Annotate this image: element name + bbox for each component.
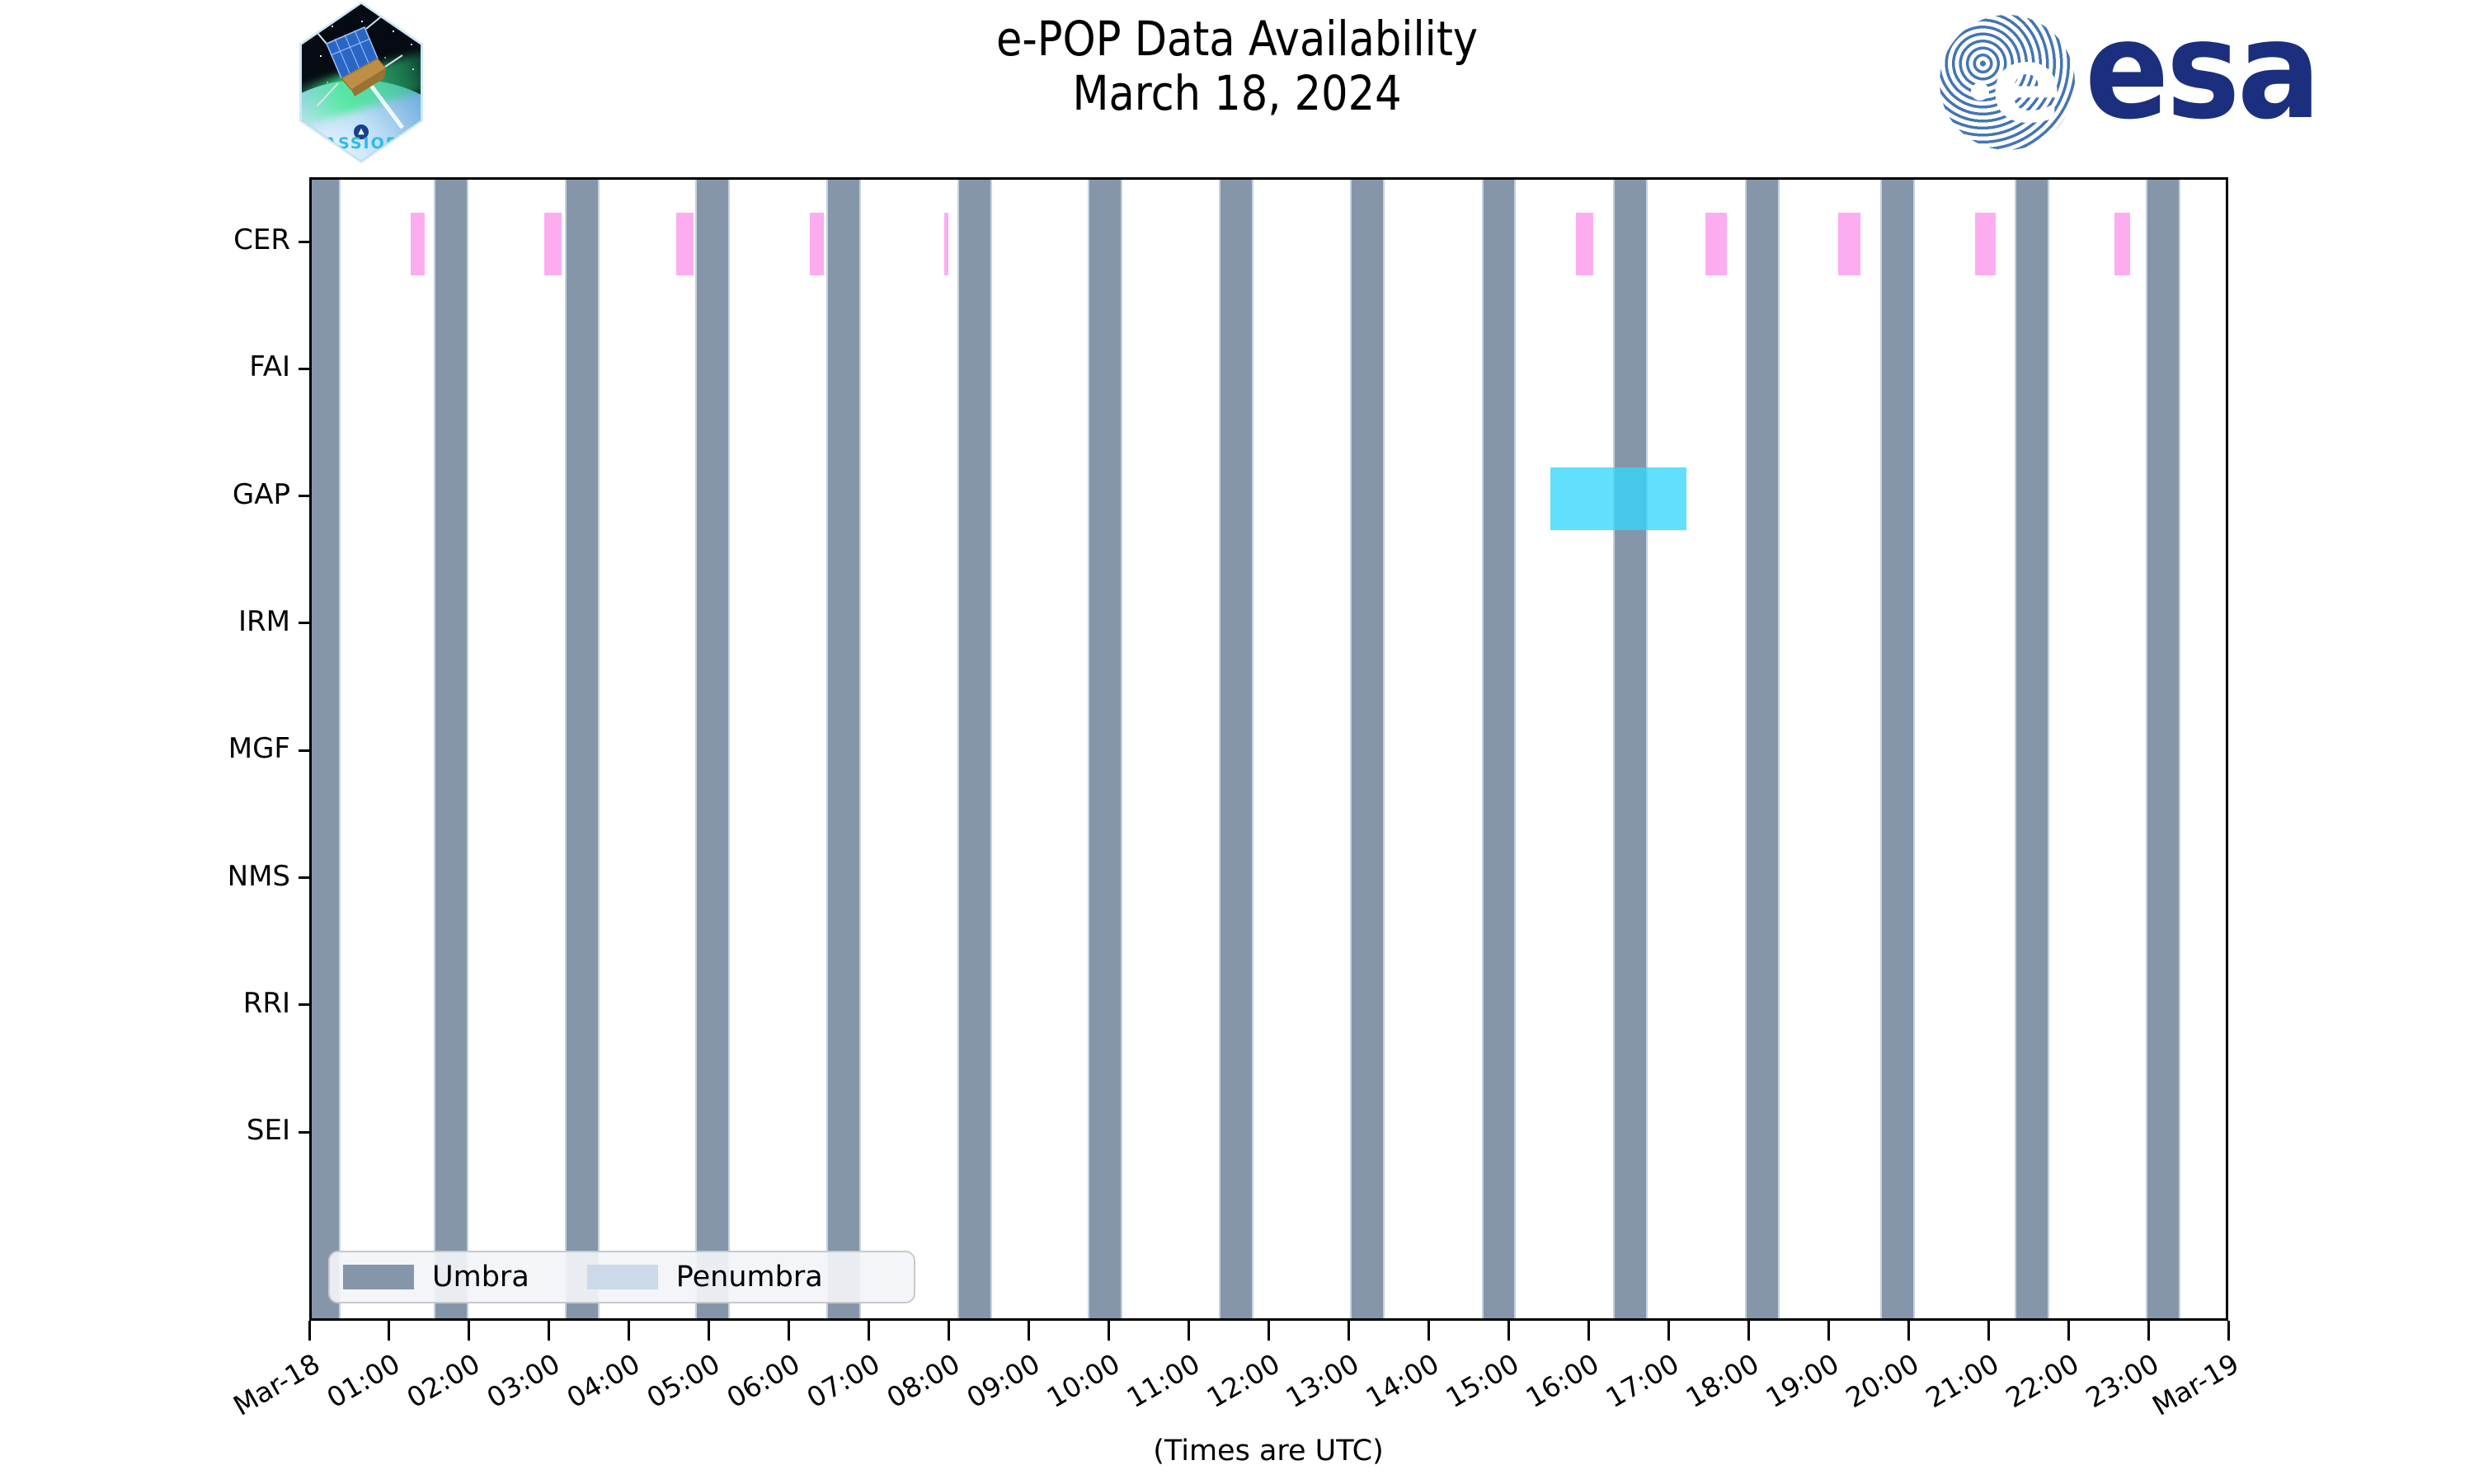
cassiope-patch-label: CASSIOPE <box>311 134 412 153</box>
umbra-interval-bar <box>565 180 600 1318</box>
x-axis-title: (Times are UTC) <box>1153 1435 1384 1468</box>
legend-swatch-umbra <box>343 1265 414 1289</box>
y-label-mgf: MGF <box>228 732 290 766</box>
y-tick-irm <box>299 622 309 625</box>
umbra-interval-bar <box>1088 180 1123 1318</box>
umbra-interval-bar <box>695 180 731 1318</box>
cer-availability-bar <box>2114 213 2130 275</box>
x-tick <box>708 1321 711 1341</box>
umbra-interval-bar <box>1481 180 1517 1318</box>
y-tick-fai <box>299 367 309 370</box>
gap-availability-bar <box>1550 467 1686 530</box>
y-tick-mgf <box>299 749 309 752</box>
x-tick <box>1987 1321 1990 1341</box>
x-tick <box>308 1321 311 1341</box>
esa-globe-icon: e <box>1940 15 2075 150</box>
x-tick <box>2227 1321 2230 1341</box>
cer-availability-bar <box>676 213 694 275</box>
legend: Umbra Penumbra <box>328 1251 915 1303</box>
x-tick <box>2067 1321 2070 1341</box>
umbra-interval-bar <box>1745 180 1780 1318</box>
y-tick-nms <box>299 876 309 879</box>
y-tick-rri <box>299 1003 309 1007</box>
legend-label-penumbra: Penumbra <box>675 1261 823 1294</box>
x-tick <box>1747 1321 1750 1341</box>
umbra-interval-bar <box>434 180 469 1318</box>
x-tick <box>1507 1321 1510 1341</box>
x-tick <box>948 1321 951 1341</box>
x-tick <box>1827 1321 1830 1341</box>
umbra-interval-bar <box>1219 180 1254 1318</box>
x-tick <box>1108 1321 1111 1341</box>
x-tick <box>1907 1321 1910 1341</box>
cer-availability-bar <box>810 213 825 275</box>
chart-subtitle-date: March 18, 2024 <box>1072 65 1402 121</box>
y-label-irm: IRM <box>238 604 290 638</box>
x-tick <box>548 1321 551 1341</box>
chart-title-block: e-POP Data Availability March 18, 2024 <box>148 12 2326 120</box>
plot-area <box>309 177 2228 1321</box>
x-tick <box>1028 1321 1031 1341</box>
y-label-sei: SEI <box>246 1114 290 1148</box>
umbra-interval-bar <box>1350 180 1385 1318</box>
esa-logo: e esa <box>1940 0 2401 158</box>
esa-globe-letter: e <box>1991 24 2062 147</box>
y-label-fai: FAI <box>249 350 290 384</box>
y-tick-sei <box>299 1130 309 1134</box>
x-tick <box>1188 1321 1191 1341</box>
x-tick <box>1427 1321 1430 1341</box>
x-tick <box>628 1321 631 1341</box>
legend-swatch-penumbra <box>586 1265 658 1289</box>
y-label-gap: GAP <box>232 477 290 511</box>
x-tick <box>788 1321 791 1341</box>
cer-availability-bar <box>1837 213 1861 275</box>
umbra-interval-bar <box>1880 180 1915 1318</box>
y-label-rri: RRI <box>242 986 290 1020</box>
y-tick-cer <box>299 240 309 243</box>
x-tick <box>468 1321 471 1341</box>
umbra-interval-bar <box>957 180 993 1318</box>
cer-availability-bar <box>1974 213 1996 275</box>
cer-availability-bar <box>1575 213 1594 275</box>
esa-wordmark: esa <box>2085 0 2321 149</box>
legend-label-umbra: Umbra <box>432 1261 529 1294</box>
satellite-graphic <box>308 13 405 129</box>
x-tick <box>2147 1321 2150 1341</box>
umbra-interval-bar <box>826 180 862 1318</box>
cer-availability-bar <box>943 213 948 275</box>
cer-availability-bar <box>411 213 425 275</box>
umbra-interval-bar <box>1613 180 1649 1318</box>
x-tick <box>1667 1321 1670 1341</box>
x-tick <box>1268 1321 1270 1341</box>
csa-agency-logo: ▲ <box>354 124 369 139</box>
y-label-nms: NMS <box>227 859 290 893</box>
cer-availability-bar <box>1705 213 1728 275</box>
esa-globe-dot <box>1971 82 1989 101</box>
y-label-cer: CER <box>233 223 290 256</box>
umbra-interval-bar <box>312 180 341 1318</box>
x-tick <box>388 1321 391 1341</box>
umbra-interval-bar <box>2015 180 2049 1318</box>
x-tick <box>1347 1321 1350 1341</box>
y-tick-gap <box>299 495 309 498</box>
umbra-interval-bar <box>2146 180 2180 1318</box>
chart-title: e-POP Data Availability <box>995 11 1479 67</box>
cer-availability-bar <box>544 213 562 275</box>
x-tick <box>868 1321 871 1341</box>
x-tick <box>1587 1321 1590 1341</box>
